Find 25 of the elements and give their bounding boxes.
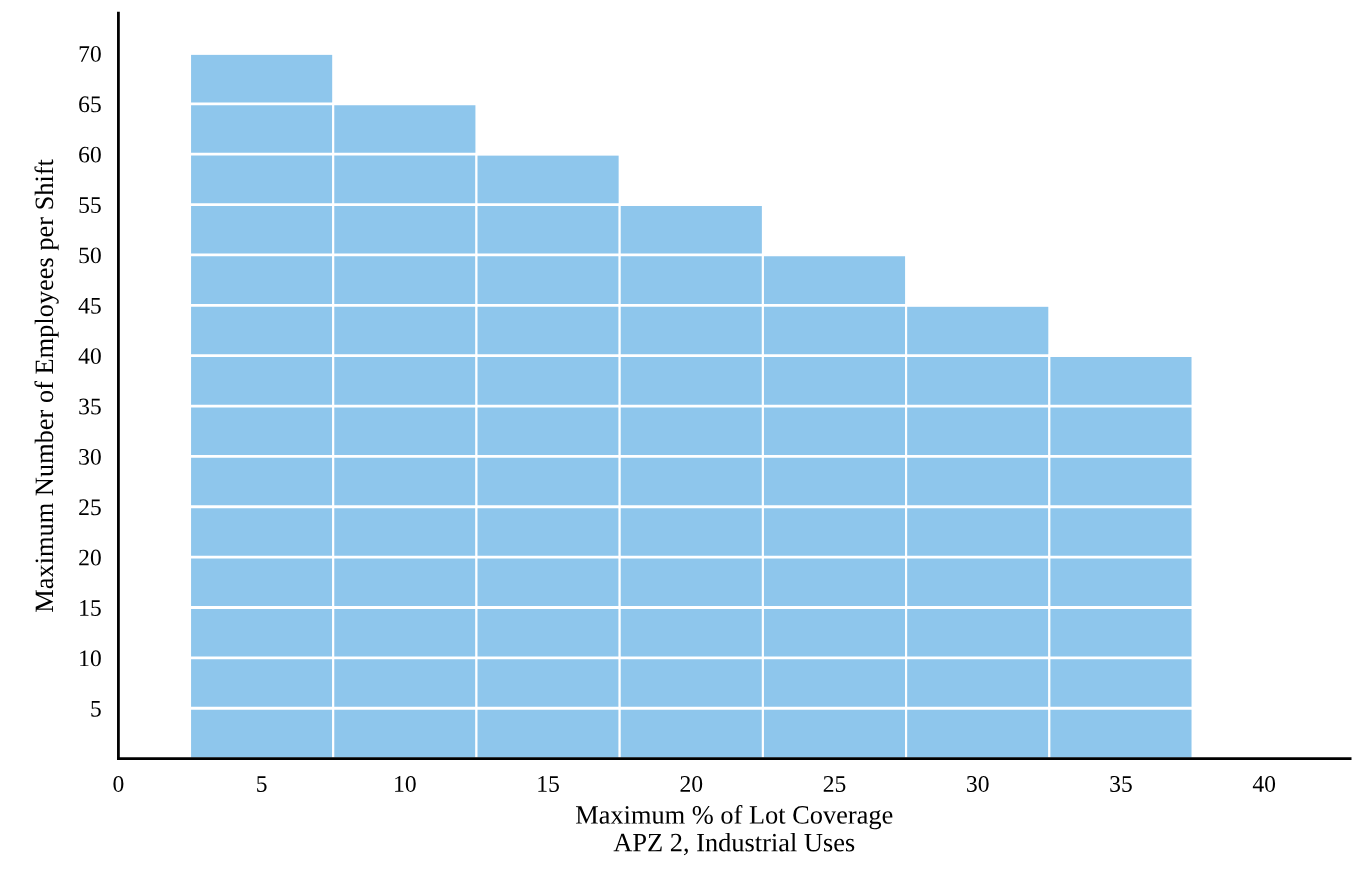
y-tick-label: 30 <box>79 448 101 465</box>
y-tick-label: 20 <box>79 549 101 566</box>
x-tick-label: 5 <box>257 776 267 792</box>
y-tick-label: 10 <box>80 650 101 667</box>
x-tick-label: 10 <box>395 775 416 792</box>
x-tick-label: 20 <box>680 775 703 792</box>
x-tick-label: 0 <box>113 775 124 792</box>
y-tick-label: 35 <box>79 398 101 415</box>
y-tick-label: 60 <box>79 146 101 163</box>
y-tick-label: 65 <box>79 96 101 113</box>
y-tick-label: 45 <box>78 297 101 314</box>
x-tick-label: 25 <box>823 776 846 792</box>
y-tick-label: 40 <box>78 348 101 365</box>
y-tick-label: 55 <box>79 197 101 213</box>
x-tick-label: 35 <box>1110 776 1132 792</box>
y-tick-label: 50 <box>79 247 101 264</box>
x-tick-label: 15 <box>538 776 559 792</box>
x-tick-label: 40 <box>1252 775 1276 792</box>
y-tick-label: 5 <box>91 700 101 717</box>
x-tick-label: 30 <box>967 775 989 792</box>
y-axis-title: Maximum Number of Employees per Shift <box>34 159 59 612</box>
x-axis-title: Maximum % of Lot Coverage APZ 2, Industrial Uses <box>575 805 893 856</box>
y-tick-label: 25 <box>79 499 101 516</box>
y-tick-label: 15 <box>80 600 101 616</box>
y-tick-label: 70 <box>79 45 101 62</box>
